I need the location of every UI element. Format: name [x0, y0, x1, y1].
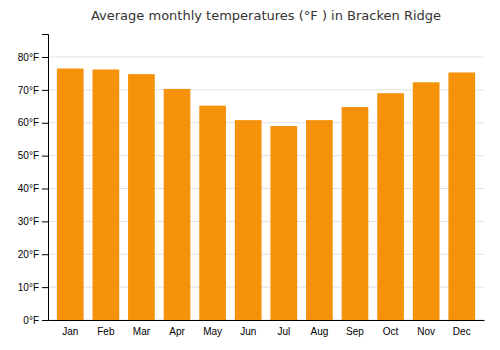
y-tick-label: 60°F: [18, 117, 39, 128]
chart: 0°F 10°F 20°F 30°F 40°F 50°F 60°F 70°F 80°F Jan Fe…: [0, 0, 500, 350]
x-tick-label: Apr: [169, 326, 185, 337]
x-tick-label: May: [203, 326, 222, 337]
x-tick-label: Mar: [133, 326, 151, 337]
x-tick: Dec: [453, 326, 471, 337]
bars: [57, 69, 475, 320]
bar: [128, 74, 155, 320]
y-tick-label: 0°F: [23, 315, 39, 326]
title: Average monthly temperatures (°F ) in Br…: [91, 8, 441, 23]
y-axis: 0°F 10°F 20°F 30°F 40°F 50°F 60°F 70°F 80°F: [18, 35, 49, 326]
x-tick: Mar: [133, 326, 151, 337]
y-tick-mark: [42, 320, 48, 321]
y-tick-label: 40°F: [18, 183, 39, 194]
bar: [306, 120, 333, 320]
x-tick-label: Aug: [310, 326, 328, 337]
bar: [92, 70, 119, 320]
x-tick: Sep: [346, 326, 364, 337]
bar: [377, 93, 404, 320]
y-tick: 70°F: [18, 85, 48, 96]
x-tick: Aug: [310, 326, 328, 337]
x-tick-label: Oct: [383, 326, 399, 337]
y-tick-mark: [42, 156, 48, 157]
bar: [413, 82, 440, 320]
y-tick: 10°F: [18, 282, 48, 293]
y-tick-label: 30°F: [18, 216, 39, 227]
y-tick: 60°F: [18, 117, 48, 128]
bar: [342, 107, 369, 320]
bar: [270, 126, 297, 320]
x-tick-label: Sep: [346, 326, 364, 337]
plot: 0°F 10°F 20°F 30°F 40°F 50°F 60°F 70°F 80°F Jan Fe…: [18, 35, 485, 338]
y-tick-label: 70°F: [18, 85, 39, 96]
y-tick: 40°F: [18, 183, 48, 194]
bar: [199, 106, 226, 320]
y-tick-label: 50°F: [18, 150, 39, 161]
grid: [48, 57, 484, 320]
x-tick: Oct: [383, 326, 399, 337]
x-tick-label: Jan: [62, 326, 78, 337]
x-tick: Jan: [62, 326, 78, 337]
x-tick: Nov: [417, 326, 435, 337]
y-tick: 0°F: [23, 315, 48, 326]
y-tick-mark: [42, 221, 48, 222]
y-tick-mark: [42, 90, 48, 91]
x-tick: Jun: [240, 326, 256, 337]
y-tick-mark: [42, 254, 48, 255]
x-axis-line: [49, 320, 485, 321]
y-tick: 30°F: [18, 216, 48, 227]
x-tick-label: Jun: [240, 326, 256, 337]
x-tick-label: Feb: [97, 326, 115, 337]
x-tick-label: Nov: [417, 326, 435, 337]
y-tick: 20°F: [18, 249, 48, 260]
y-tick: 80°F: [18, 52, 48, 63]
y-tick: 50°F: [18, 150, 48, 161]
y-tick-mark: [42, 123, 48, 124]
y-tick-label: 80°F: [18, 52, 39, 63]
x-axis: Jan Feb Mar Apr May Jun Jul Aug Sep Oct Nov Dec: [49, 321, 485, 338]
x-tick: Apr: [169, 326, 185, 337]
bar: [164, 89, 191, 320]
x-tick-label: Dec: [453, 326, 471, 337]
y-tick-mark: [42, 57, 48, 58]
x-tick: Jul: [277, 326, 290, 337]
bar: [57, 69, 84, 320]
y-tick-mark: [42, 189, 48, 190]
y-tick-label: 20°F: [18, 249, 39, 260]
y-tick-label: 10°F: [18, 282, 39, 293]
bar: [235, 120, 262, 320]
grid-line: [48, 57, 484, 58]
x-tick: Feb: [97, 326, 115, 337]
y-tick-mark: [42, 287, 48, 288]
y-axis-line: [42, 35, 49, 321]
x-tick: May: [203, 326, 222, 337]
x-tick-label: Jul: [277, 326, 290, 337]
bar: [448, 72, 475, 320]
